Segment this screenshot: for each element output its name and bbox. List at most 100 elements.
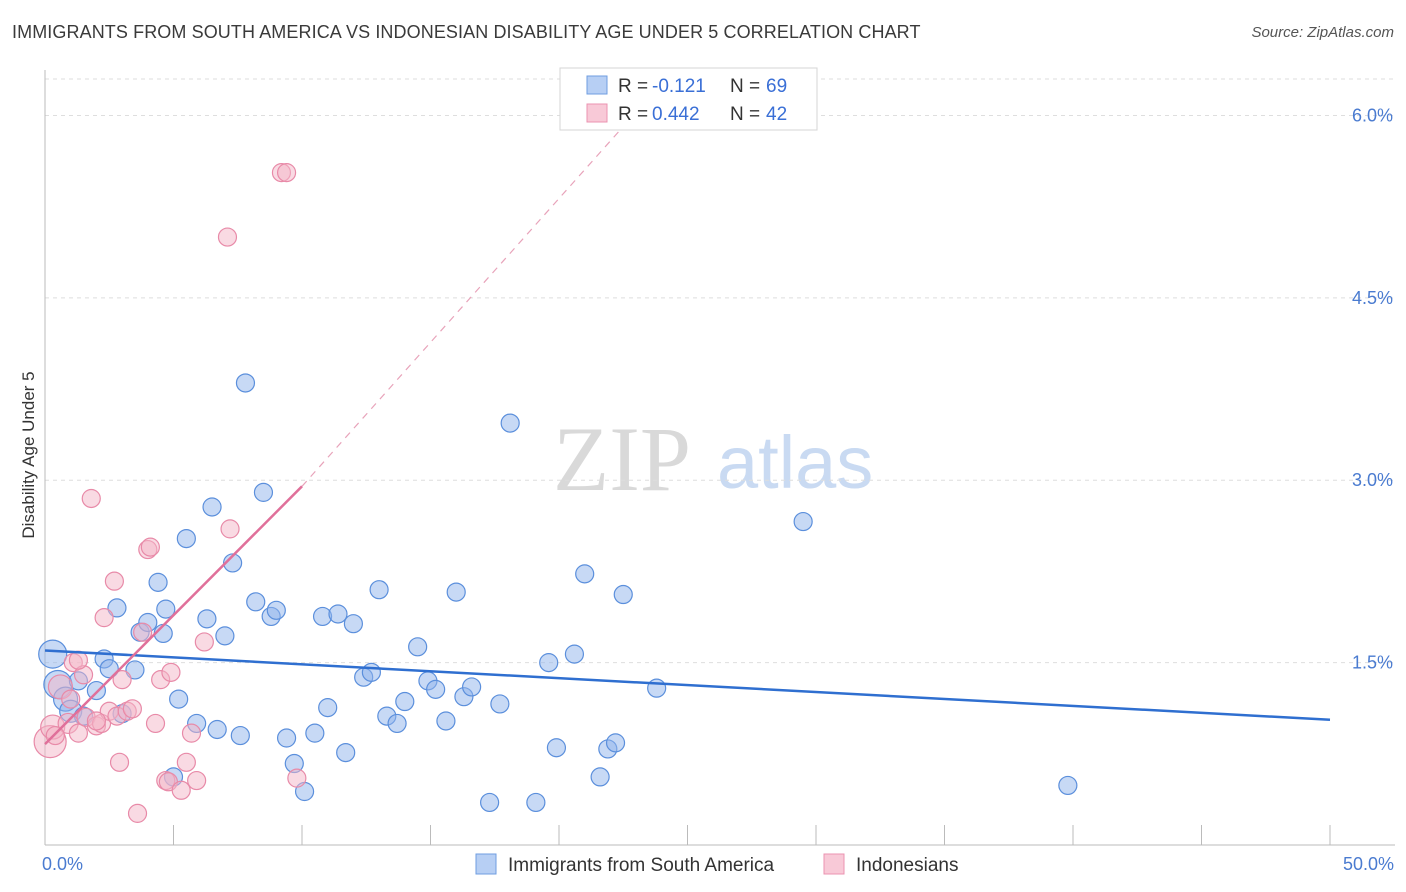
indonesians-trend-line [44, 485, 303, 745]
immigrants-point [426, 679, 446, 699]
bottom-legend-swatch-immigrants [475, 853, 497, 875]
immigrants-point [446, 582, 466, 602]
x-tick-label-max: 50.0% [1343, 854, 1394, 874]
immigrants-point [169, 689, 189, 709]
immigrants-point [539, 653, 559, 673]
immigrants-point [202, 497, 222, 517]
indonesians-point [122, 699, 142, 719]
immigrants-point [395, 691, 415, 712]
indonesians-point [61, 689, 81, 709]
chart-title: IMMIGRANTS FROM SOUTH AMERICA VS INDONES… [12, 22, 921, 42]
indonesians-point [112, 670, 132, 690]
legend-swatch-immigrants [586, 75, 608, 95]
legend-bottom: Immigrants from South America Indonesian… [475, 853, 958, 876]
immigrants-point [38, 639, 68, 669]
y-tick-labels: 1.5% 3.0% 4.5% 6.0% [1352, 105, 1393, 672]
indonesians-point [176, 752, 196, 772]
gridlines [45, 78, 1395, 664]
immigrants-point [490, 694, 510, 714]
immigrants-point [613, 584, 633, 605]
indonesians-point [217, 227, 238, 247]
immigrants-trend-line [44, 649, 1331, 722]
indonesians-point [94, 608, 114, 628]
series-indonesians-points [33, 163, 307, 823]
indonesians-point [81, 488, 101, 509]
indonesians-point [220, 519, 240, 539]
y-tick-label: 3.0% [1352, 470, 1393, 490]
immigrants-point [361, 662, 381, 682]
immigrants-point [148, 572, 168, 592]
legend-n-label-2: N = [730, 104, 760, 125]
immigrants-point [266, 600, 286, 620]
trend-lines [44, 117, 1331, 745]
immigrants-point [564, 644, 585, 664]
immigrants-point [107, 598, 127, 618]
indonesians-point [68, 723, 89, 743]
indonesians-point [45, 725, 65, 746]
bottom-legend-label-indonesians: Indonesians [856, 855, 958, 876]
y-axis-label: Disability Age Under 5 [19, 371, 38, 538]
legend-n-value-immigrants: 69 [766, 76, 787, 97]
immigrants-point [462, 677, 482, 697]
immigrants-point [235, 373, 256, 393]
immigrants-point [480, 792, 500, 813]
indonesians-point [104, 571, 124, 591]
legend-top: R = -0.121 N = 69 R = 0.442 N = 42 [559, 67, 818, 131]
immigrants-point [387, 713, 407, 734]
immigrants-point [86, 680, 107, 701]
indonesians-point [187, 770, 207, 791]
watermark-zip: ZIP [553, 408, 691, 510]
indonesians-point [194, 632, 214, 652]
indonesians-point [127, 803, 148, 823]
x-ticks [173, 825, 1331, 845]
immigrants-point [318, 698, 338, 718]
y-tick-label: 1.5% [1352, 653, 1393, 673]
immigrants-point [156, 599, 176, 619]
immigrants-point [125, 660, 145, 680]
immigrants-point [436, 711, 456, 731]
legend-r-label-2: R = [618, 104, 648, 125]
x-tick-label-min: 0.0% [42, 854, 83, 874]
source-credit: Source: ZipAtlas.com [1251, 24, 1394, 41]
indonesians-point [161, 662, 181, 682]
legend-r-value-immigrants: -0.121 [652, 76, 706, 97]
immigrants-point [500, 413, 520, 433]
axes [44, 70, 1395, 846]
immigrants-point [207, 719, 227, 740]
legend-n-value-indonesians: 42 [766, 104, 787, 125]
indonesians-point [68, 650, 89, 670]
immigrants-point [223, 553, 243, 573]
legend-swatch-indonesians [586, 103, 608, 123]
immigrants-point [343, 614, 363, 634]
immigrants-point [215, 626, 235, 646]
immigrants-point [793, 511, 813, 532]
immigrants-point [546, 738, 567, 758]
y-tick-label: 4.5% [1352, 288, 1393, 308]
immigrants-point [230, 725, 250, 746]
indonesians-point [276, 163, 297, 183]
immigrants-point [176, 528, 196, 549]
indonesians-point [171, 780, 191, 800]
legend-r-value-indonesians: 0.442 [652, 104, 700, 125]
immigrants-point [253, 482, 274, 502]
immigrants-point [197, 609, 217, 629]
legend-n-label-1: N = [730, 76, 760, 97]
indonesians-point [109, 752, 130, 772]
indonesians-point [86, 711, 107, 731]
bottom-legend-swatch-indonesians [823, 853, 845, 875]
immigrants-point [408, 637, 428, 657]
immigrants-point [336, 742, 356, 763]
indonesians-trend-extension [301, 117, 632, 487]
indonesians-point [181, 723, 202, 743]
indonesians-point [133, 622, 153, 642]
indonesians-point [287, 768, 307, 788]
immigrants-point [99, 659, 119, 679]
immigrants-point [246, 592, 266, 612]
immigrants-point [305, 723, 325, 743]
y-tick-label: 6.0% [1352, 105, 1393, 125]
watermark-atlas: atlas [717, 421, 873, 504]
immigrants-point [369, 580, 389, 600]
legend-r-label-1: R = [618, 76, 648, 97]
immigrants-point [328, 604, 348, 624]
